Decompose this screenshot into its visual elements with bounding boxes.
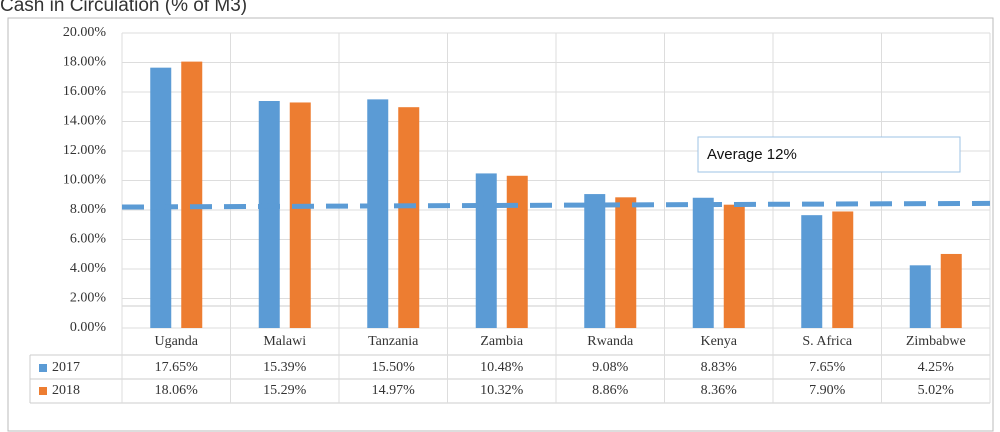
bar <box>475 173 497 328</box>
bar <box>615 197 637 328</box>
bar <box>584 194 606 328</box>
bar <box>723 204 745 328</box>
table-value: 8.86% <box>592 383 629 398</box>
table-value: 8.36% <box>701 383 738 398</box>
table-value: 7.90% <box>809 383 846 398</box>
legend-swatch <box>39 387 47 395</box>
table-value: 15.29% <box>263 383 307 398</box>
y-tick-label: 4.00% <box>70 261 107 276</box>
table-value: 10.32% <box>480 383 524 398</box>
bar <box>801 215 823 328</box>
x-tick-label: Zimbabwe <box>906 334 966 349</box>
table-value: 15.50% <box>372 360 416 375</box>
x-tick-label: Tanzania <box>368 334 419 349</box>
table-value: 8.83% <box>701 360 738 375</box>
table-value: 17.65% <box>155 360 199 375</box>
y-tick-label: 14.00% <box>63 114 107 129</box>
bar <box>832 211 854 328</box>
bar <box>150 67 172 328</box>
table-value: 18.06% <box>155 383 199 398</box>
table-value: 5.02% <box>918 383 955 398</box>
table-value: 4.25% <box>918 360 955 375</box>
legend-label: 2017 <box>52 360 80 375</box>
legend-swatch <box>39 364 47 372</box>
x-tick-label: Malawi <box>263 334 306 349</box>
bar <box>909 265 931 328</box>
x-tick-label: Kenya <box>700 334 737 349</box>
y-tick-label: 0.00% <box>70 320 107 335</box>
bar <box>367 99 389 328</box>
annotation-label: Average 12% <box>707 146 797 163</box>
x-tick-label: S. Africa <box>802 334 853 349</box>
y-tick-label: 8.00% <box>70 202 107 217</box>
x-tick-label: Zambia <box>480 334 524 349</box>
legend-label: 2018 <box>52 383 80 398</box>
x-tick-label: Rwanda <box>587 334 634 349</box>
y-tick-label: 16.00% <box>63 84 107 99</box>
y-tick-label: 18.00% <box>63 55 107 70</box>
bar <box>181 61 203 329</box>
y-tick-label: 20.00% <box>63 25 107 40</box>
x-tick-label: Uganda <box>154 334 198 349</box>
bar <box>258 100 280 328</box>
bar <box>692 197 714 328</box>
bar <box>506 175 528 328</box>
y-tick-label: 2.00% <box>70 291 107 306</box>
annotation-box <box>697 136 961 173</box>
bar <box>940 253 962 328</box>
bar <box>289 102 311 328</box>
bar <box>398 107 420 328</box>
table-value: 14.97% <box>372 383 416 398</box>
y-tick-label: 12.00% <box>63 143 107 158</box>
chart-frame <box>7 17 994 432</box>
y-tick-label: 10.00% <box>63 173 107 188</box>
table-value: 10.48% <box>480 360 524 375</box>
y-tick-label: 6.00% <box>70 232 107 247</box>
average-line <box>121 200 991 210</box>
table-value: 7.65% <box>809 360 846 375</box>
table-value: 15.39% <box>263 360 307 375</box>
chart-title: Cash in Circulation (% of M3) <box>0 0 247 16</box>
table-value: 9.08% <box>592 360 629 375</box>
